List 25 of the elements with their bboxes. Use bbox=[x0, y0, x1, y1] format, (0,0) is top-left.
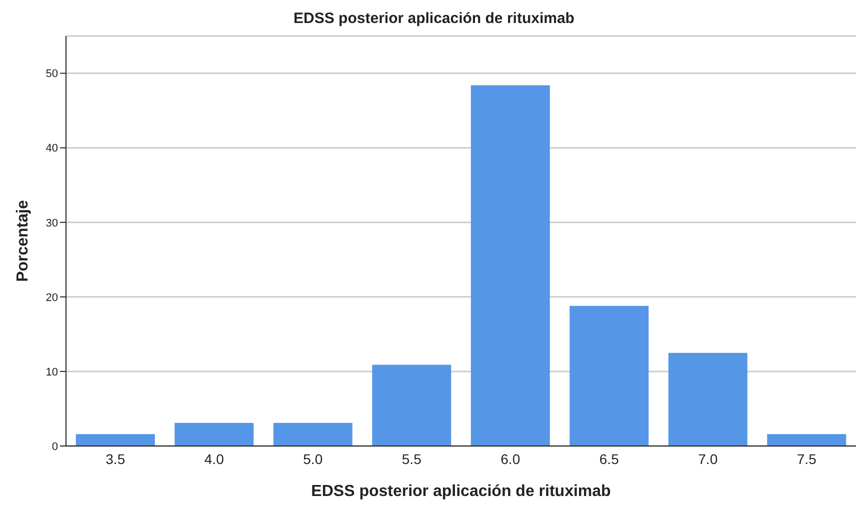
y-tick-label: 0 bbox=[52, 440, 58, 453]
bar bbox=[174, 422, 254, 446]
bar bbox=[570, 306, 649, 446]
x-tick-label: 6.0 bbox=[500, 450, 520, 467]
bar bbox=[273, 422, 352, 446]
x-tick-label: 3.5 bbox=[106, 450, 126, 467]
bar bbox=[470, 85, 550, 446]
chart-title: EDSS posterior aplicación de rituximab bbox=[292, 9, 576, 29]
x-tick-label: 7.0 bbox=[698, 450, 718, 467]
y-tick-label: 20 bbox=[46, 292, 58, 304]
y-axis-title: Porcentaje bbox=[14, 200, 32, 282]
x-tick-label: 5.0 bbox=[303, 450, 323, 467]
x-tick-label: 5.5 bbox=[402, 450, 422, 467]
bar bbox=[668, 352, 748, 446]
y-tick-label: 10 bbox=[46, 366, 58, 378]
x-tick-label: 6.5 bbox=[599, 450, 620, 467]
bar bbox=[767, 434, 846, 446]
bar bbox=[372, 364, 452, 446]
y-tick-label: 50 bbox=[46, 68, 58, 80]
y-tick-label: 40 bbox=[46, 142, 58, 155]
x-tick-label: 4.0 bbox=[204, 450, 224, 467]
y-tick-label: 30 bbox=[46, 217, 58, 230]
x-tick-label: 7.5 bbox=[796, 450, 817, 467]
bar bbox=[76, 434, 155, 446]
x-axis-title: EDSS posterior aplicación de rituximab bbox=[311, 483, 612, 500]
